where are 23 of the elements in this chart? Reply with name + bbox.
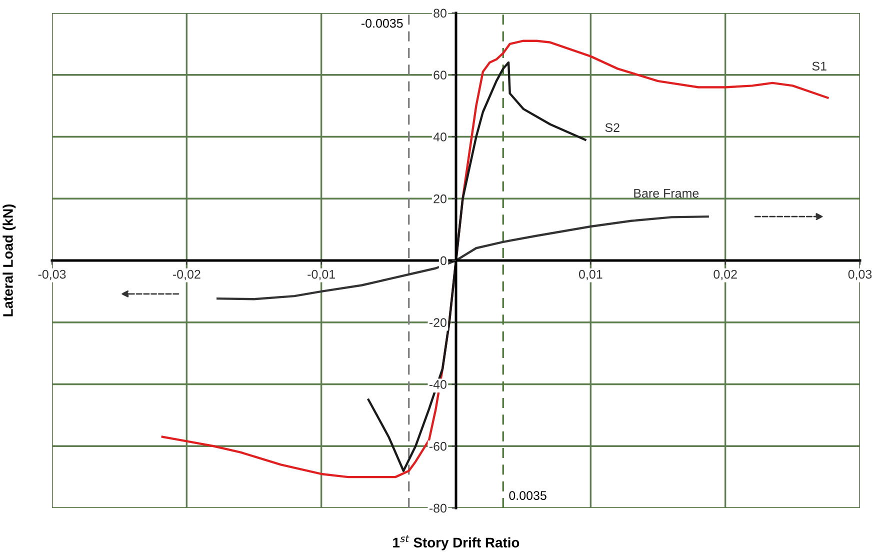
x-tick-label: -0,02	[172, 270, 200, 280]
ref-line-label: -0.0035	[361, 18, 403, 28]
series-label: S2	[605, 123, 620, 132]
x-tick-label: 0,01	[578, 270, 602, 280]
y-tick-label: -20	[429, 318, 446, 328]
y-tick-label: 80	[434, 8, 446, 18]
x-axis-title: 1$^{st}$ Story Drift Ratio	[393, 535, 520, 550]
x-tick-label: -0,01	[308, 270, 335, 280]
line-series	[216, 215, 709, 300]
y-tick-label: -60	[429, 442, 446, 451]
series-label: Bare Frame	[634, 188, 699, 198]
y-tick-label: 0	[440, 256, 446, 266]
y-tick-label: 40	[433, 132, 446, 142]
y-tick-label: 20	[434, 194, 446, 204]
x-tick-label: -0,03	[38, 270, 66, 280]
y-tick-label: 60	[434, 70, 446, 80]
x-tick-label: 0,02	[714, 270, 737, 280]
y-tick-label: -80	[429, 504, 446, 513]
y-tick-label: -40	[429, 380, 446, 389]
y-axis-title: Lateral Load (kN)	[2, 204, 16, 316]
ref-line-label: 0.0035	[509, 491, 546, 500]
series-label: S1	[812, 62, 826, 71]
x-tick-label: 0,03	[848, 270, 872, 280]
